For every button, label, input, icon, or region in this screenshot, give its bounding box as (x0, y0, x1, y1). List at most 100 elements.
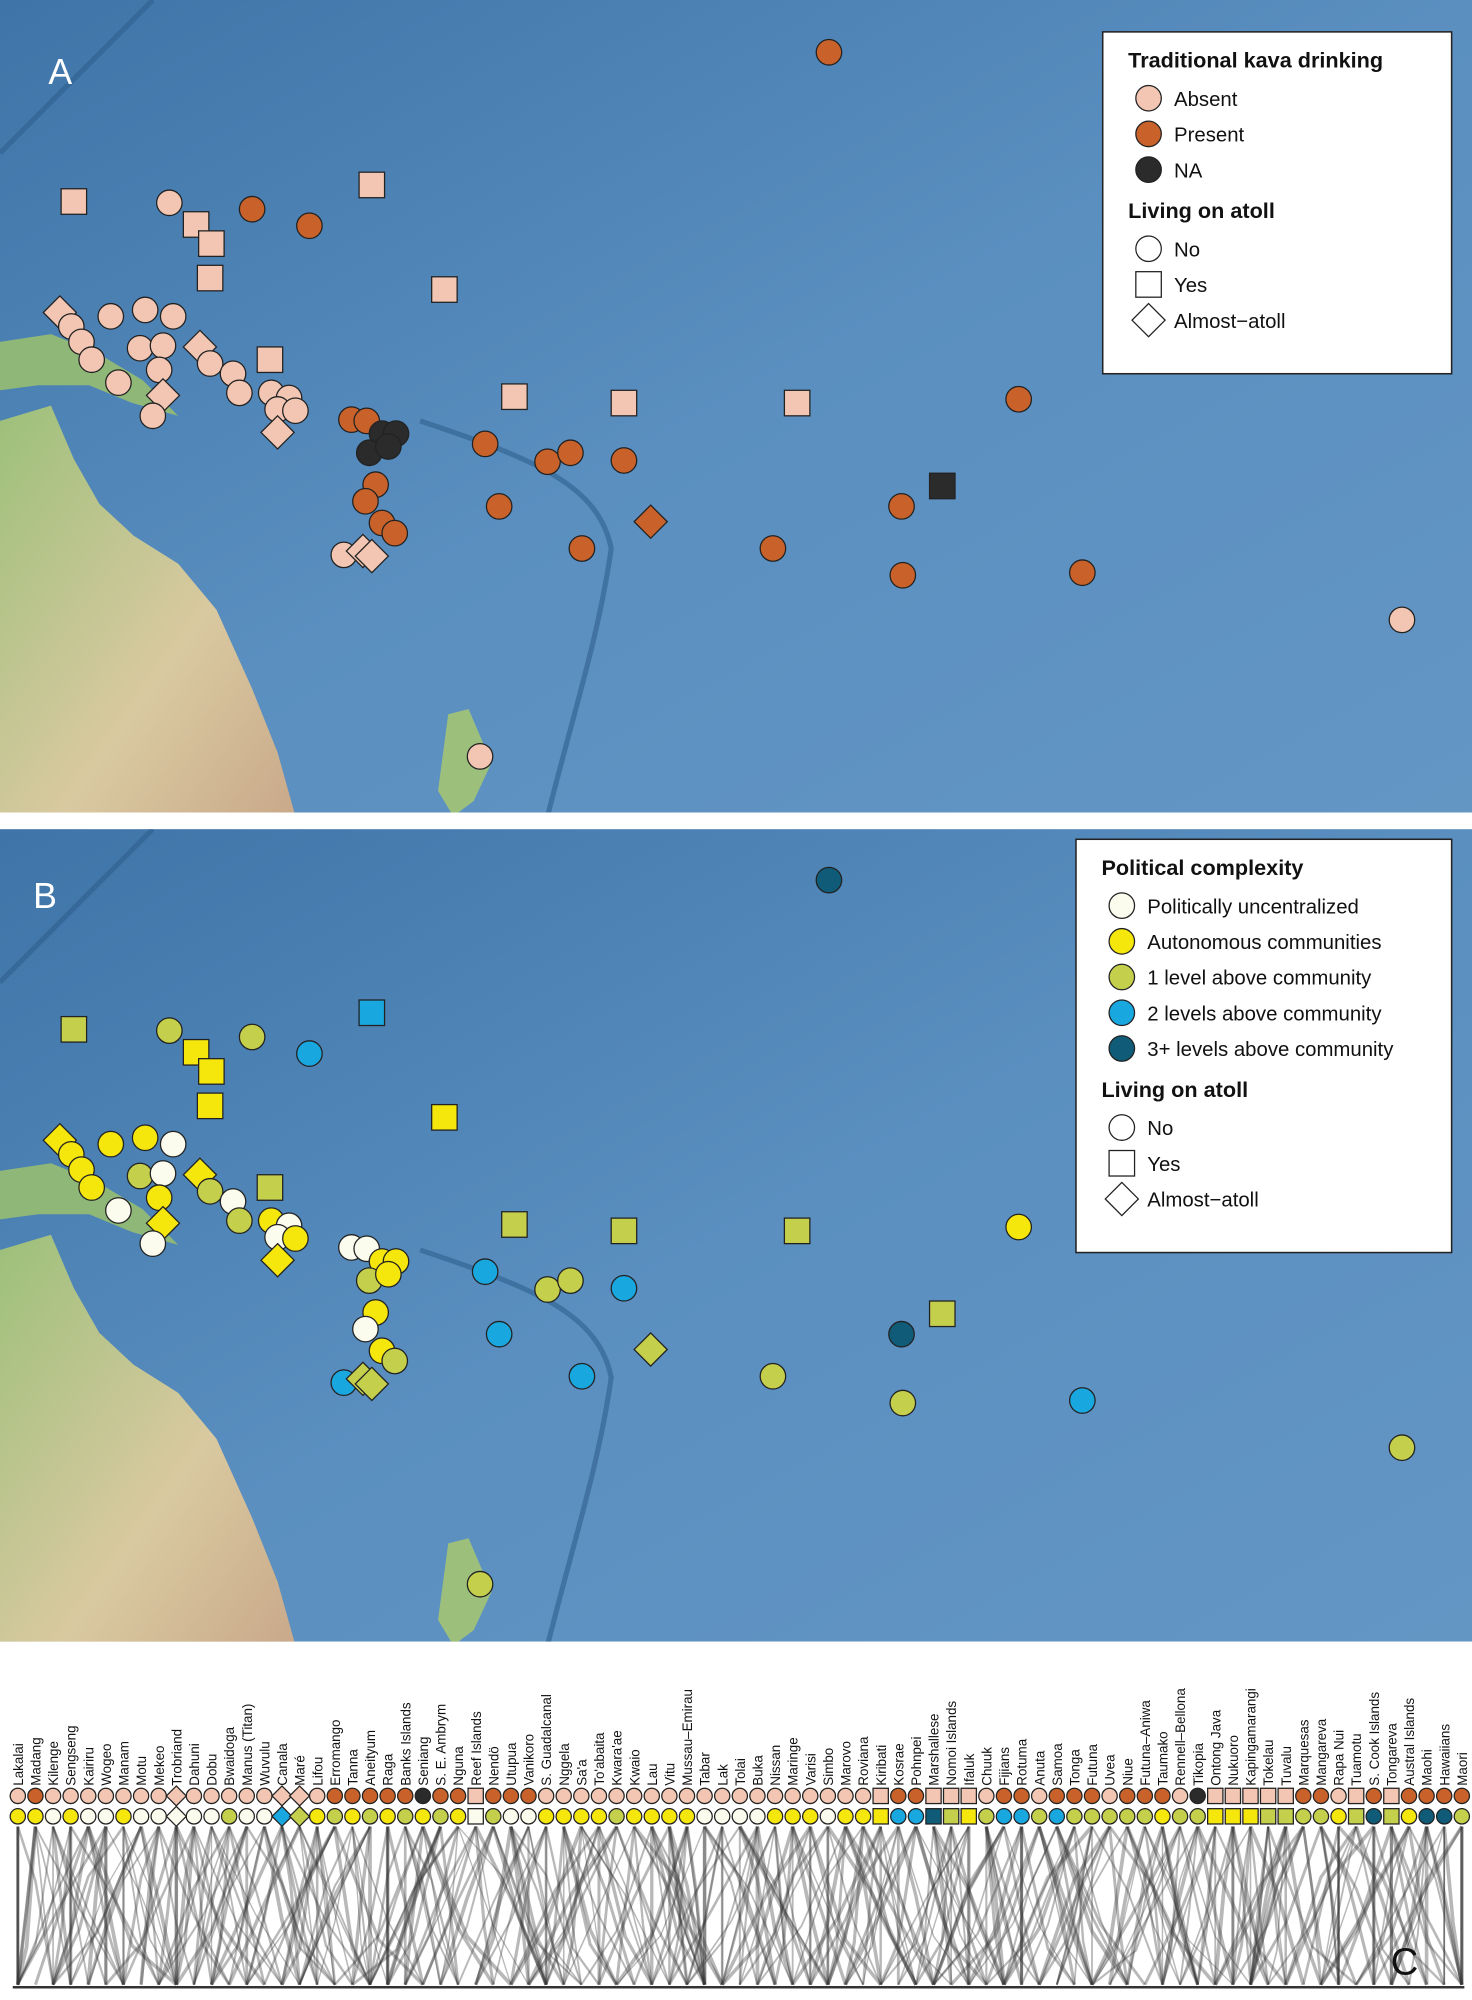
politics-marker (256, 1808, 273, 1825)
politics-marker (608, 1808, 625, 1825)
tree-branch (1231, 1826, 1252, 1985)
kava-marker (766, 1787, 784, 1805)
tree-branch (843, 1825, 918, 1986)
tree-branch (632, 1825, 724, 1986)
kava-marker (1207, 1787, 1224, 1805)
kava-marker (1189, 1787, 1206, 1805)
tree-branch (562, 1826, 618, 1986)
tree-branch (1390, 1826, 1463, 1986)
kava-marker (467, 1787, 484, 1805)
society-marker (759, 1362, 787, 1390)
politics-marker (485, 1808, 502, 1825)
society-marker (431, 276, 458, 303)
politics-marker (801, 1808, 819, 1825)
tree-branch (1302, 1826, 1340, 1986)
tree-branch (16, 1826, 38, 1986)
tree-branch (15, 1826, 38, 1985)
tree-branch (844, 1826, 900, 1986)
society-label: Erromango (328, 1719, 343, 1785)
society-marker (375, 433, 402, 460)
tree-branch (157, 1826, 195, 1985)
society-marker (1388, 606, 1416, 634)
tree-branch (1355, 1826, 1410, 1986)
politics-marker (271, 1805, 293, 1828)
society-marker (485, 492, 513, 520)
society-label: Banks Islands (398, 1702, 413, 1786)
society-label: Mangareva (1314, 1718, 1329, 1786)
society-marker (126, 334, 154, 362)
legend-label: NA (1174, 160, 1203, 182)
tree-branch (1337, 1825, 1429, 1986)
society-marker (139, 402, 167, 430)
tree-branch (773, 1826, 795, 1985)
tree-branch (545, 1826, 618, 1985)
tree-branch (210, 1826, 231, 1985)
politics-marker (1435, 1808, 1453, 1825)
society-marker (78, 346, 106, 374)
kava-marker (1101, 1787, 1118, 1805)
politics-marker (203, 1808, 220, 1825)
society-label: Tonga (1068, 1749, 1083, 1786)
society-marker (97, 302, 125, 330)
kava-marker (995, 1787, 1013, 1805)
politics-marker (661, 1808, 678, 1825)
kava-marker (238, 1787, 256, 1805)
tree-branch (526, 1825, 619, 1986)
kava-marker (1418, 1787, 1435, 1805)
tree-branch (1020, 1826, 1076, 1986)
kava-marker (449, 1787, 467, 1805)
tree-branch (157, 1826, 248, 1986)
legend-label: Yes (1174, 275, 1207, 297)
politics-marker (1136, 1808, 1154, 1825)
tree-branch (1319, 1825, 1393, 1986)
tree-branch (1249, 1826, 1270, 1985)
tree-branch (457, 1826, 530, 1986)
legend-label: Absent (1174, 89, 1238, 111)
society-label: Sa'a (574, 1759, 589, 1786)
tree-branch (667, 1826, 707, 1985)
society-marker (198, 230, 225, 258)
kava-marker (731, 1787, 749, 1805)
tree-branch (139, 1826, 161, 1985)
tree-branch (985, 1826, 1076, 1986)
tree-branch (1408, 1826, 1428, 1985)
tree-branch (1355, 1826, 1411, 1986)
kava-marker (978, 1787, 995, 1805)
tree-branch (350, 1826, 372, 1985)
politics-marker (115, 1808, 132, 1825)
legend-swatch (1104, 1181, 1140, 1217)
tree-branch (192, 1826, 248, 1986)
tree-branch (157, 1826, 231, 1986)
tree-branch (580, 1826, 653, 1986)
society-label: Hawaiians (1437, 1724, 1452, 1786)
politics-marker (1189, 1808, 1206, 1825)
politics-marker (1365, 1808, 1383, 1825)
politics-marker (97, 1808, 115, 1825)
politics-marker (79, 1808, 97, 1825)
kava-marker (62, 1787, 79, 1805)
kava-marker (1048, 1787, 1066, 1805)
kava-marker (960, 1787, 978, 1805)
society-marker (126, 1162, 154, 1190)
politics-marker (731, 1808, 749, 1825)
tree-branch (1003, 1826, 1058, 1985)
tree-branch (1055, 1826, 1111, 1986)
tree-branch (298, 1825, 371, 1986)
politics-marker (1207, 1808, 1224, 1825)
tree-branch (1002, 1825, 1094, 1986)
tree-branch (122, 1826, 160, 1986)
society-marker (783, 1217, 811, 1245)
tree-branch (1108, 1826, 1199, 1986)
kava-marker (678, 1787, 696, 1805)
tree-branch (316, 1826, 354, 1985)
tree-branch (1108, 1826, 1129, 1985)
tree-branch (879, 1826, 918, 1986)
tree-branch (421, 1825, 513, 1986)
society-marker (145, 1184, 173, 1212)
tree-branch (1037, 1825, 1112, 1986)
tree-branch (474, 1826, 548, 1986)
society-label: Nukuoro (1226, 1735, 1241, 1786)
trench (0, 829, 155, 984)
tree-branch (1107, 1826, 1147, 1986)
tree-branch (386, 1825, 460, 1986)
